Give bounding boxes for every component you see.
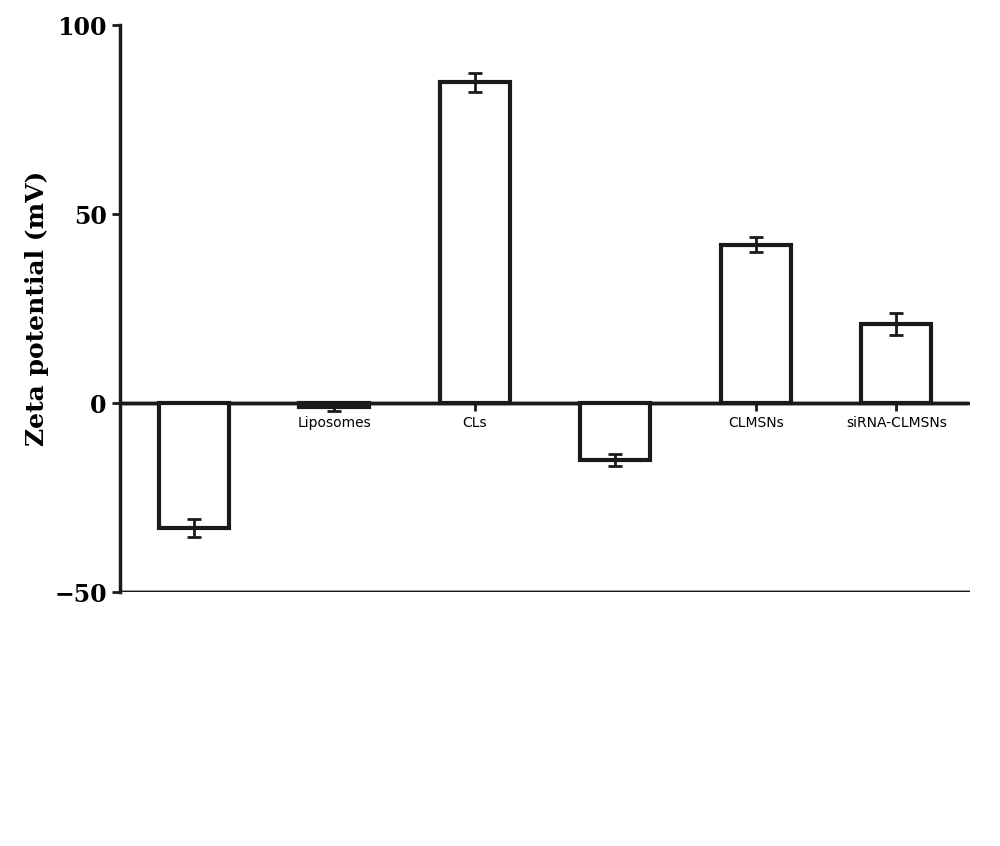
- Bar: [299, 404, 369, 407]
- Bar: [580, 404, 650, 460]
- Bar: [440, 82, 510, 404]
- Y-axis label: Zeta potential (mV): Zeta potential (mV): [25, 171, 49, 447]
- Bar: [721, 244, 791, 404]
- Bar: [159, 404, 229, 528]
- Bar: [861, 324, 931, 404]
